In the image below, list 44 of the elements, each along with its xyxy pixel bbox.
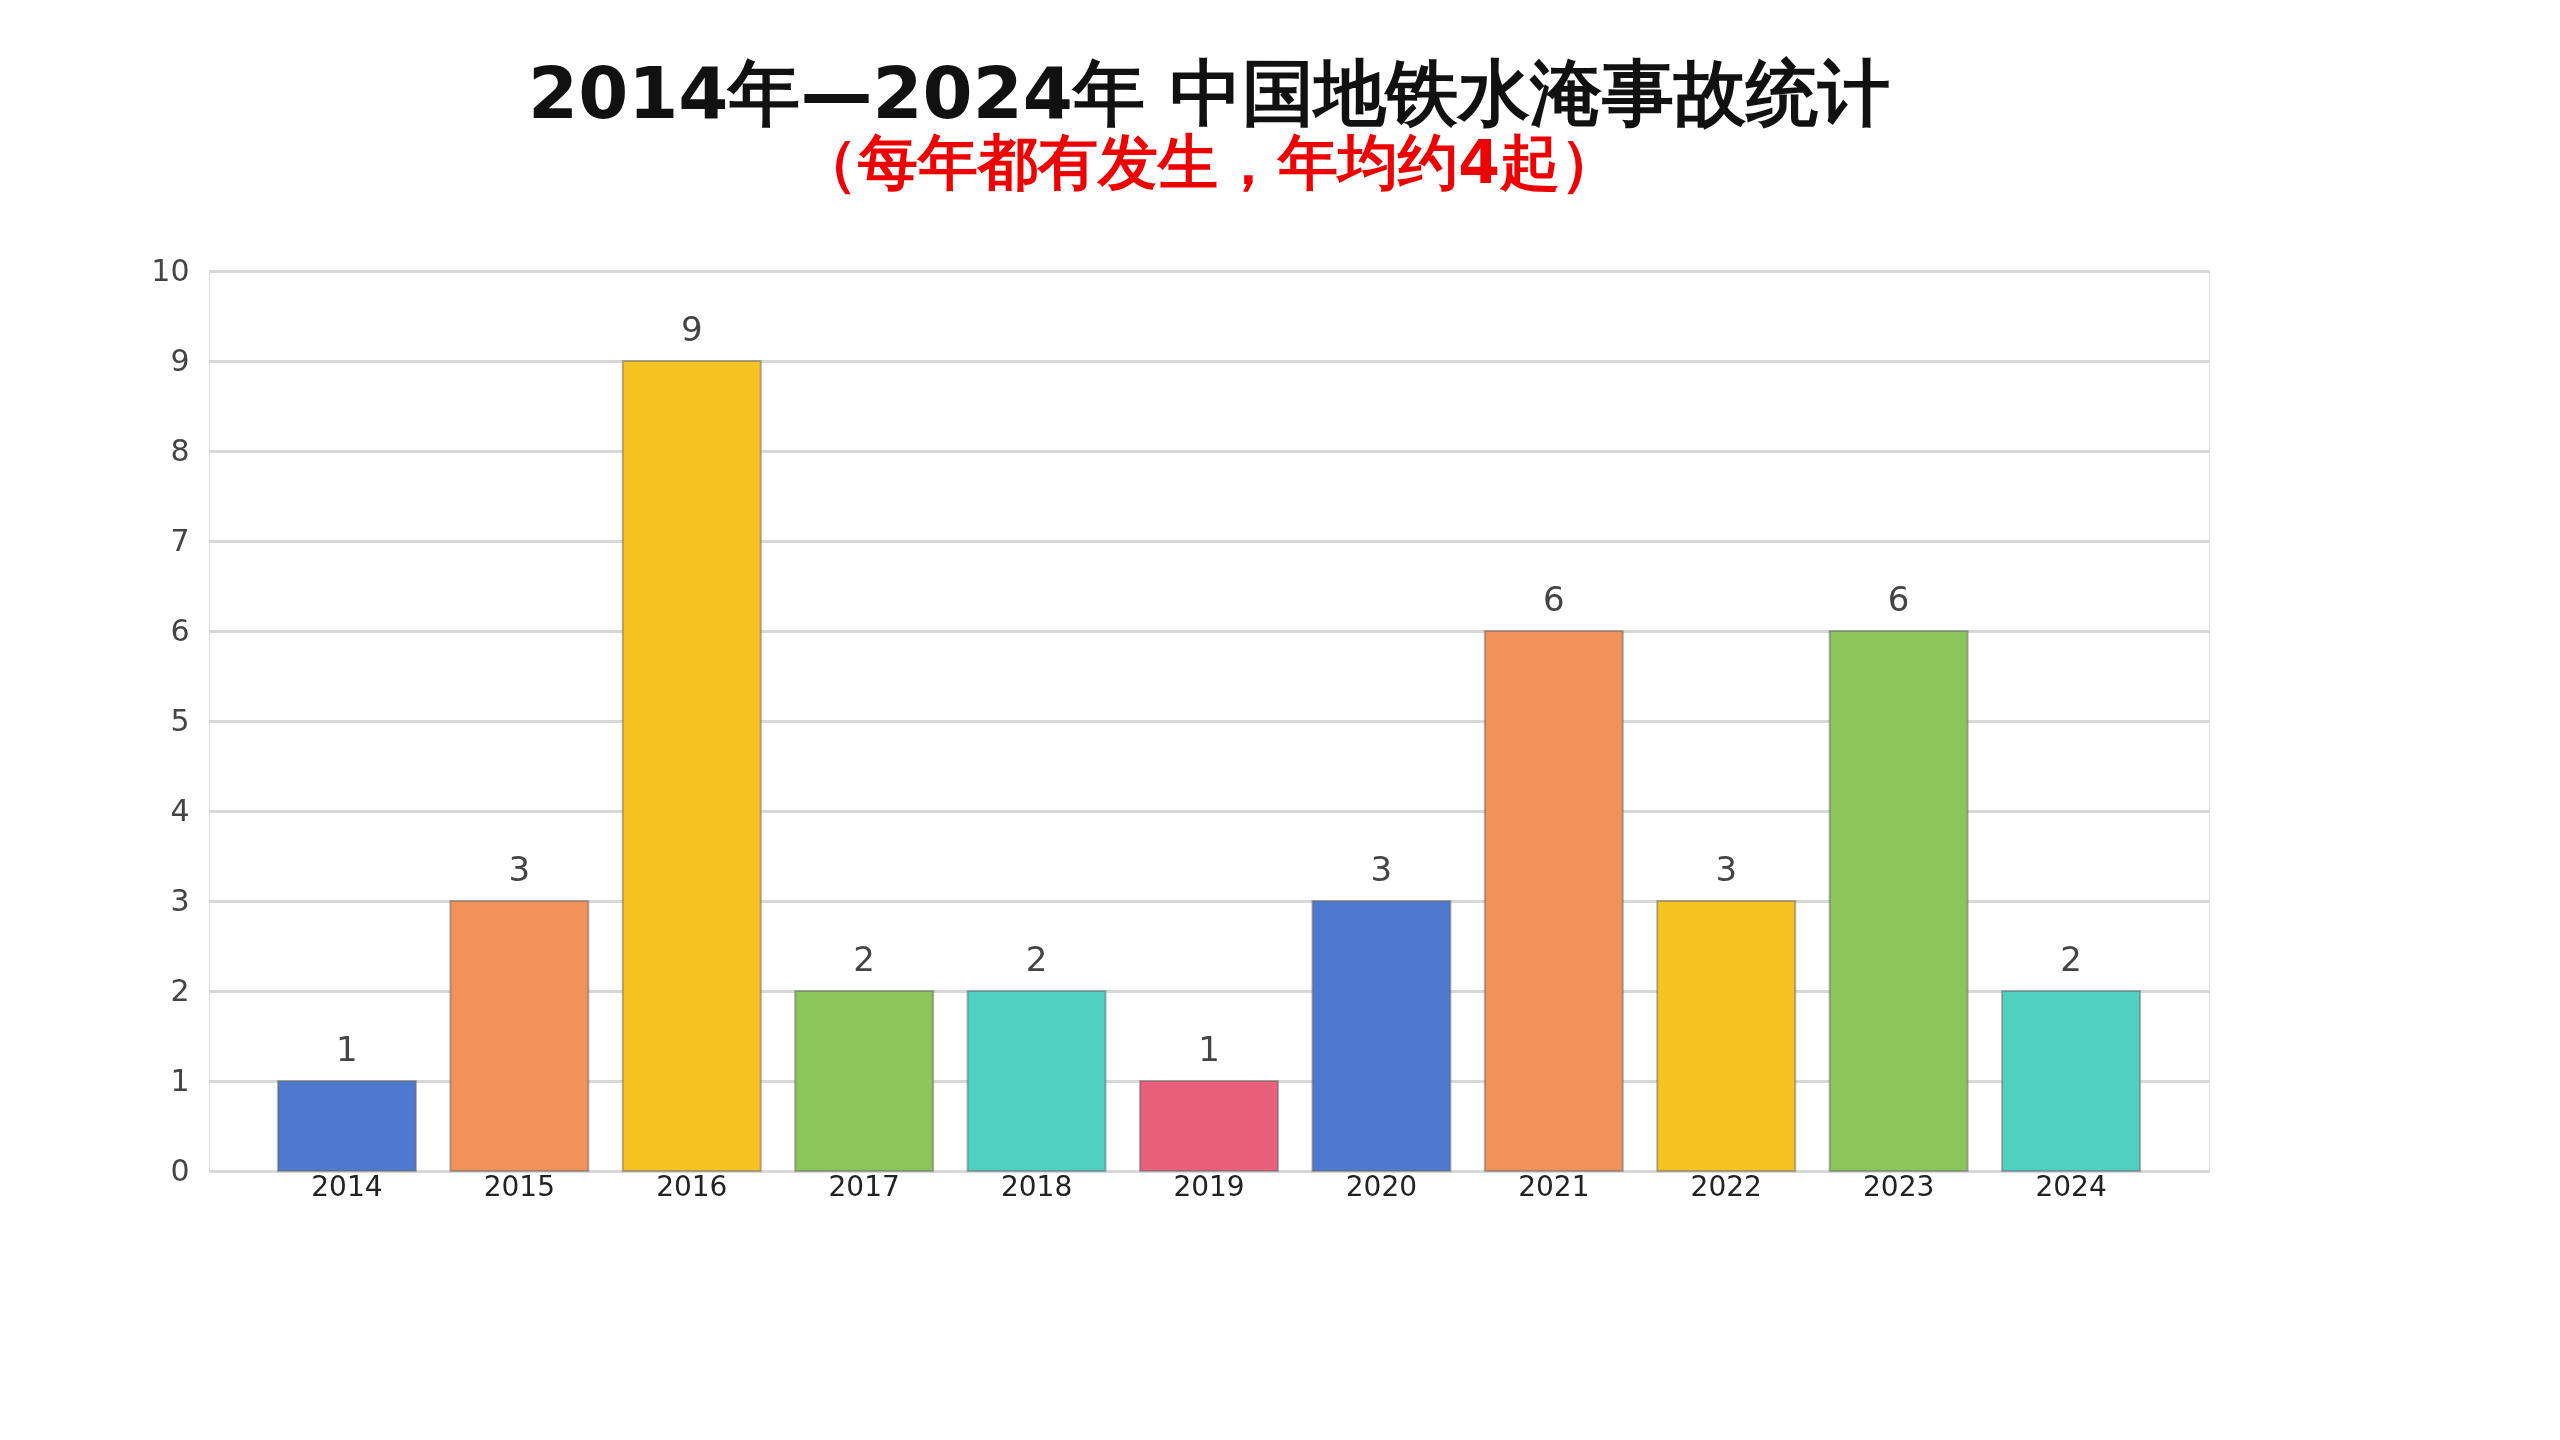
y-tick-label: 0 (170, 1152, 190, 1188)
y-tick-label: 9 (170, 342, 190, 378)
bar (1656, 900, 1797, 1172)
bar (621, 360, 762, 1172)
bar (276, 1080, 417, 1172)
x-tick-label: 2020 (1345, 1169, 1418, 1203)
y-tick-label: 1 (170, 1062, 190, 1098)
x-tick-label: 2021 (1518, 1169, 1590, 1203)
x-tick-label: 2024 (2035, 1169, 2107, 1203)
data-label: 2 (1025, 939, 1048, 979)
bar (449, 900, 590, 1172)
data-label: 3 (1370, 849, 1393, 889)
bar (1311, 900, 1452, 1172)
bar (1483, 630, 1624, 1172)
y-tick-label: 10 (151, 252, 190, 288)
data-label: 6 (1887, 579, 1910, 619)
data-label: 3 (1715, 849, 1738, 889)
y-tick-label: 3 (170, 882, 190, 918)
data-label: 2 (2060, 939, 2082, 979)
data-label: 2 (853, 939, 875, 979)
y-tick-label: 5 (170, 702, 190, 738)
data-label: 3 (508, 849, 531, 889)
x-tick-label: 2023 (1863, 1169, 1935, 1203)
x-tick-label: 2015 (483, 1169, 555, 1203)
bar (2001, 990, 2142, 1172)
x-tick-label: 2017 (828, 1169, 900, 1203)
y-tick-label: 8 (170, 432, 190, 468)
data-label: 1 (1198, 1029, 1220, 1069)
y-tick-label: 7 (170, 522, 190, 558)
y-tick-label: 6 (170, 612, 190, 648)
bar (966, 990, 1107, 1172)
x-tick-label: 2018 (1000, 1169, 1073, 1203)
bar (1139, 1080, 1279, 1172)
x-tick-label: 2019 (1173, 1169, 1245, 1203)
data-label: 6 (1543, 579, 1565, 619)
data-label: 9 (680, 309, 703, 349)
bar (1828, 630, 1969, 1172)
x-tick-label: 2014 (311, 1169, 383, 1203)
data-label: 1 (336, 1029, 358, 1069)
y-tick-label: 4 (170, 792, 190, 828)
y-tick-label: 2 (170, 972, 190, 1008)
x-tick-label: 2016 (656, 1169, 728, 1203)
bar (794, 990, 935, 1172)
x-tick-label: 2022 (1690, 1169, 1762, 1203)
